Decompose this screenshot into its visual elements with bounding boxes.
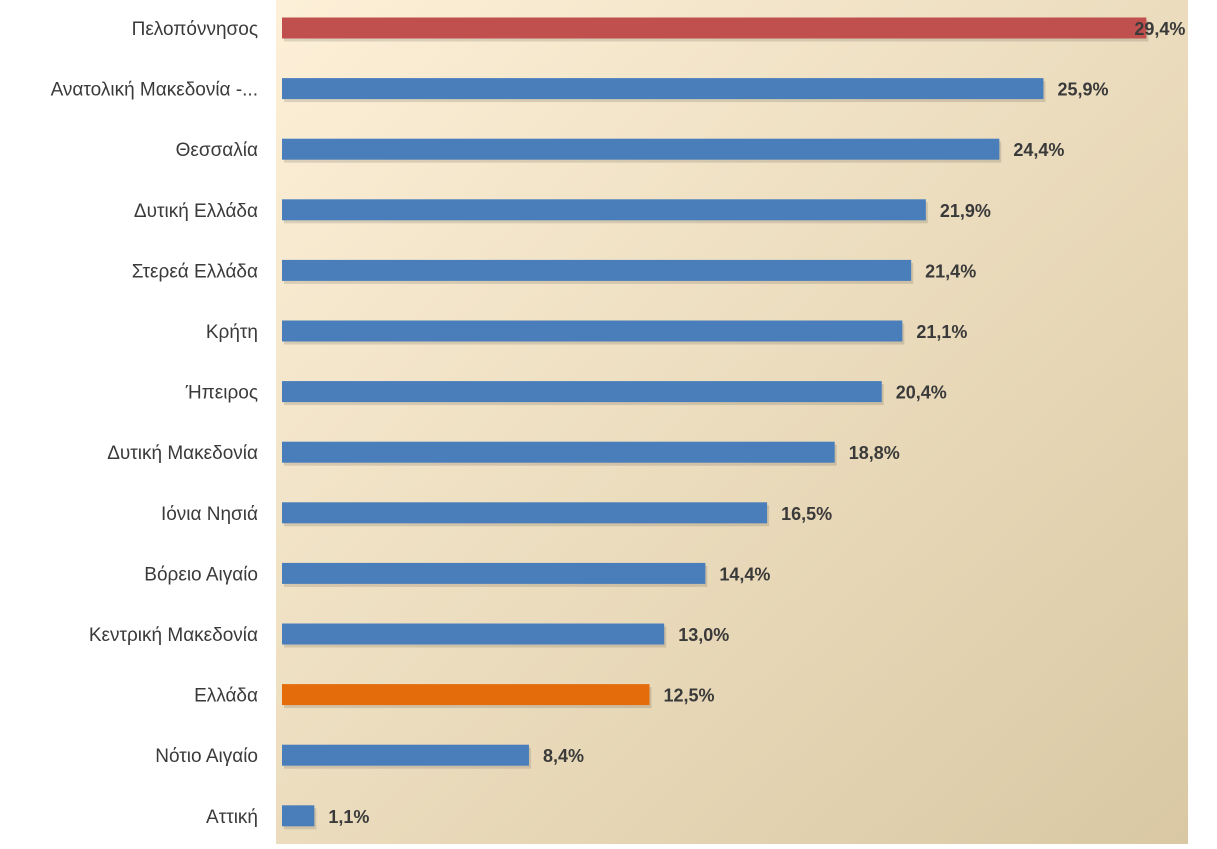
bar-4 bbox=[282, 259, 912, 281]
category-label: Ιόνια Νησιά bbox=[161, 504, 258, 525]
value-label: 25,9% bbox=[1057, 80, 1108, 100]
category-label: Δυτική Ελλάδα bbox=[134, 201, 258, 222]
bar-1 bbox=[282, 78, 1044, 100]
value-label: 14,4% bbox=[719, 564, 770, 584]
bar-5 bbox=[282, 320, 903, 342]
category-label: Νότιο Αιγαίο bbox=[155, 746, 258, 767]
category-label: Κεντρική Μακεδονία bbox=[89, 625, 258, 646]
value-label: 16,5% bbox=[781, 504, 832, 524]
value-label: 21,4% bbox=[925, 261, 976, 281]
value-label: 18,8% bbox=[849, 443, 900, 463]
category-label: Ανατολική Μακεδονία -... bbox=[51, 80, 258, 101]
category-label: Κρήτη bbox=[206, 322, 258, 343]
value-label: 8,4% bbox=[543, 746, 584, 766]
value-label: 20,4% bbox=[896, 383, 947, 403]
value-label: 21,1% bbox=[916, 322, 967, 342]
bar-6 bbox=[282, 381, 882, 403]
category-label: Στερεά Ελλάδα bbox=[132, 261, 258, 282]
value-label: 12,5% bbox=[664, 686, 715, 706]
value-label: 13,0% bbox=[678, 625, 729, 645]
bar-10 bbox=[282, 623, 665, 645]
bar-11 bbox=[282, 684, 650, 706]
category-label: Ήπειρος bbox=[185, 383, 258, 404]
value-label: 1,1% bbox=[328, 807, 369, 827]
category-label: Αττική bbox=[206, 807, 258, 828]
bar-2 bbox=[282, 138, 1000, 160]
bar-8 bbox=[282, 502, 768, 524]
category-label: Πελοπόννησος bbox=[132, 19, 258, 40]
bar-13 bbox=[282, 805, 315, 827]
category-label: Θεσσαλία bbox=[176, 140, 258, 161]
value-label: 21,9% bbox=[940, 201, 991, 221]
category-label: Βόρειο Αιγαίο bbox=[144, 564, 258, 585]
bar-9 bbox=[282, 562, 706, 584]
value-label: 24,4% bbox=[1013, 140, 1064, 160]
bar-0 bbox=[282, 17, 1147, 39]
bar-3 bbox=[282, 199, 926, 221]
bar-7 bbox=[282, 441, 835, 463]
category-label: Ελλάδα bbox=[194, 686, 258, 707]
bars-layer bbox=[282, 17, 1149, 830]
category-labels: Πελοπόννησος Ανατολική Μακεδονία -... Θεσσ… bbox=[51, 19, 258, 828]
value-labels: 29,4% 25,9% 24,4% 21,9% 21,4% 21,1% 20,4% 18,8%… bbox=[328, 19, 1185, 827]
bar-12 bbox=[282, 744, 529, 766]
category-label: Δυτική Μακεδονία bbox=[107, 443, 258, 464]
value-label: 29,4% bbox=[1134, 19, 1185, 39]
plot-background bbox=[276, 0, 1188, 844]
